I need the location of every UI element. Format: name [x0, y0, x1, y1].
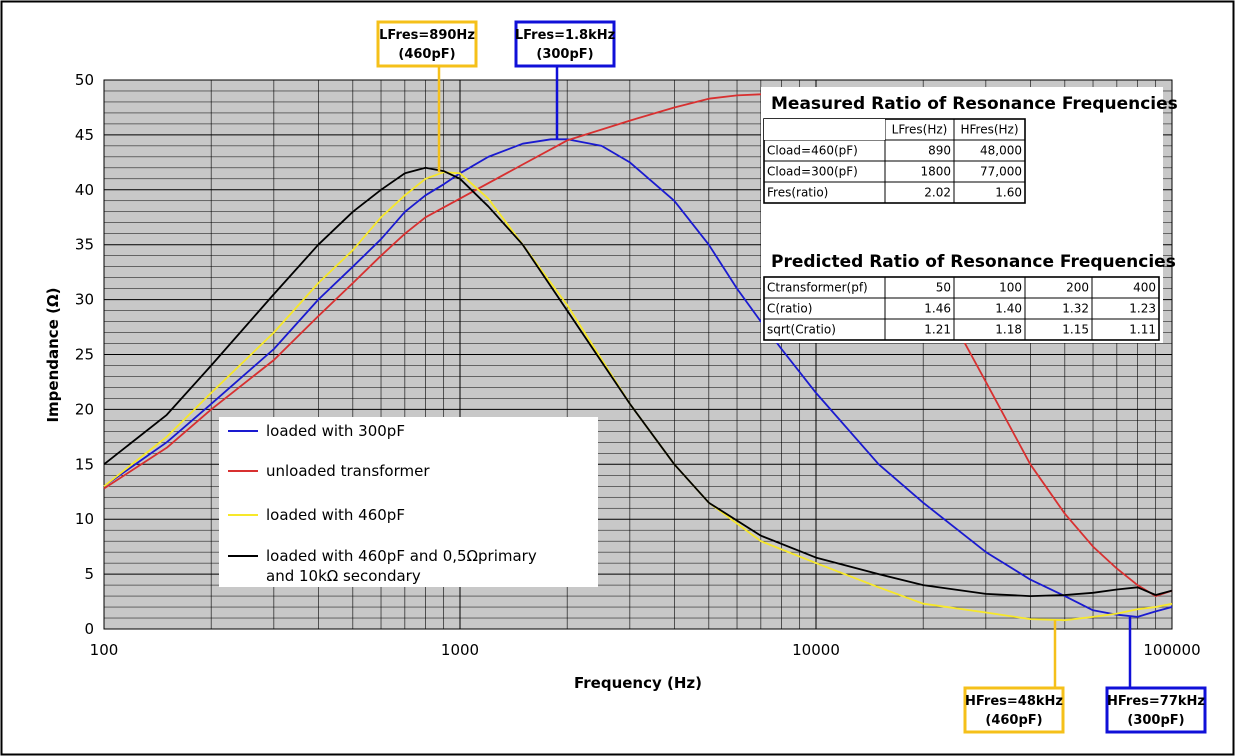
annotation-4: HFres=77kHz (300pF) [1105, 616, 1207, 734]
annotation-box [376, 20, 478, 68]
x-tick-label: 100000 [1143, 641, 1200, 659]
annotation-box [514, 20, 616, 68]
y-tick-label: 45 [75, 126, 94, 144]
table-cell: 1.46 [924, 302, 951, 316]
annotation-box [1105, 686, 1207, 734]
y-tick-label: 15 [75, 455, 94, 473]
legend-box [219, 417, 598, 587]
y-axis-title: Impendance (Ω) [44, 287, 62, 422]
series-line-1 [103, 138, 1173, 618]
table-cell: 1.60 [995, 186, 1022, 200]
table-border [763, 276, 1160, 341]
y-tick-label: 20 [75, 400, 94, 418]
measured-table: Measured Ratio of Resonance Frequencies L… [763, 94, 1178, 204]
annotation-line2: (460pF) [398, 47, 455, 62]
table-cell: 200 [1066, 281, 1089, 295]
table-cell: LFres(Hz) [892, 123, 948, 137]
x-tick-label: 1000 [441, 641, 479, 659]
annotation-box [963, 686, 1065, 734]
series-line-2 [103, 93, 1173, 597]
predicted-table: Predicted Ratio of Resonance Frequencies… [763, 252, 1176, 341]
table-cell: 1800 [920, 165, 951, 179]
y-tick-label: 25 [75, 346, 94, 364]
table-cell: 77,000 [980, 165, 1022, 179]
legend-label: loaded with 300pF [266, 422, 405, 440]
table-cell: 100 [999, 281, 1022, 295]
y-tick-label: 10 [75, 510, 94, 528]
blank-corner [764, 119, 885, 140]
table-cell: 50 [936, 281, 951, 295]
series-line-4 [103, 166, 1173, 597]
annotation-3: HFres=48kHz (460pF) [963, 620, 1065, 734]
annotation-2: LFres=1.8kHz (300pF) [514, 20, 616, 140]
table-cell: 1.18 [995, 323, 1022, 337]
y-tick-label: 35 [75, 236, 94, 254]
table-cell: 400 [1133, 281, 1156, 295]
x-tick-label: 10000 [792, 641, 840, 659]
y-tick-label: 50 [75, 71, 94, 89]
annotation-line1: HFres=77kHz [1107, 694, 1205, 709]
y-tick-label: 30 [75, 291, 94, 309]
annotation-line1: LFres=1.8kHz [515, 28, 615, 43]
table-cell: 1.23 [1129, 302, 1156, 316]
y-tick-label: 0 [84, 620, 94, 638]
table-cell: Cload=300(pF) [767, 165, 858, 179]
table-cell: Cload=460(pF) [767, 144, 858, 158]
table-cell: sqrt(Cratio) [767, 323, 836, 337]
table-cell: 890 [928, 144, 951, 158]
y-tick-label: 5 [84, 565, 94, 583]
table-title: Predicted Ratio of Resonance Frequencies [771, 252, 1176, 272]
annotation-line2: (300pF) [1127, 713, 1184, 728]
table-title: Measured Ratio of Resonance Frequencies [771, 94, 1178, 114]
table-cell: 1.11 [1129, 323, 1156, 337]
table-cell: 2.02 [924, 186, 951, 200]
table-cell: Ctransformer(pf) [767, 281, 868, 295]
annotation-line2: (300pF) [536, 47, 593, 62]
legend-label: loaded with 460pF [266, 506, 405, 524]
table-cell: 1.15 [1062, 323, 1089, 337]
x-axis-title: Frequency (Hz) [574, 674, 702, 692]
legend-label: loaded with 460pF and 0,5Ωprimary and 10k… [266, 547, 537, 585]
table-cell: 1.21 [924, 323, 951, 337]
table-cell: HFres(Hz) [960, 123, 1018, 137]
y-tick-label: 40 [75, 181, 94, 199]
table-cell: Fres(ratio) [767, 186, 828, 200]
annotation-1: LFres=890Hz (460pF) [376, 20, 478, 173]
table-cell: C(ratio) [767, 302, 812, 316]
annotation-line2: (460pF) [985, 713, 1042, 728]
annotation-line1: LFres=890Hz [379, 28, 475, 43]
x-tick-label: 100 [90, 641, 119, 659]
table-cell: 1.40 [995, 302, 1022, 316]
annotation-line1: HFres=48kHz [965, 694, 1063, 709]
table-cell: 1.32 [1062, 302, 1089, 316]
table-cell: 48,000 [980, 144, 1022, 158]
legend-label: unloaded transformer [266, 462, 430, 480]
